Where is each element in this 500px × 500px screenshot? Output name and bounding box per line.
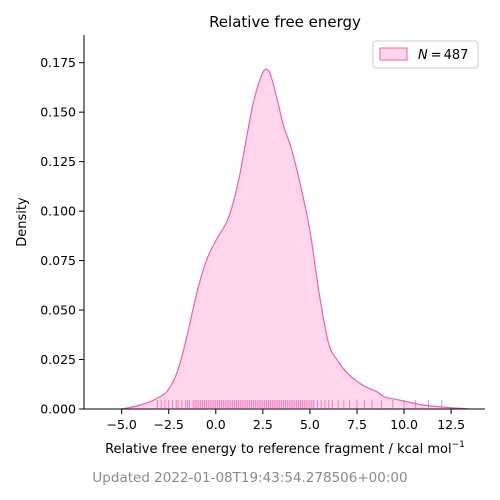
x-axis-label-superscript: −1 [452,440,465,450]
x-tick-label: 0.0 [206,417,226,432]
y-tick-label: 0.025 [40,352,76,367]
x-tick-label: 10.0 [390,417,418,432]
y-tick-label: 0.000 [40,402,76,417]
x-tick-label: −5.0 [106,417,136,432]
x-tick-label: −2.5 [154,417,184,432]
y-ticks: 0.000 0.025 0.050 0.075 0.100 0.125 0.150 0.175 [40,55,84,417]
y-tick-label: 0.075 [40,253,76,268]
updated-timestamp: Updated 2022-01-08T19:43:54.278506+00:00 [92,470,408,486]
legend: N = 487 [372,40,479,69]
x-ticks: −5.0 −2.5 0.0 2.5 5.0 7.5 10.0 12.5 [106,409,465,432]
legend-swatch [379,47,408,61]
chart-title: Relative free energy [209,13,361,31]
y-tick-label: 0.100 [40,204,76,219]
rug-marks [156,400,443,408]
y-axis-label: Density [15,197,30,247]
y-tick-label: 0.050 [40,303,76,318]
x-tick-label: 12.5 [437,417,465,432]
y-tick-label: 0.150 [40,105,76,120]
plot-area [121,68,470,410]
legend-count: 487 [444,48,469,63]
x-tick-label: 5.0 [300,417,320,432]
y-tick-label: 0.125 [40,154,76,169]
legend-label: N = 487 [418,48,468,63]
x-axis-label-text: Relative free energy to reference fragme… [105,442,452,457]
x-tick-label: 7.5 [347,417,367,432]
x-axis-label: Relative free energy to reference fragme… [105,440,465,457]
y-tick-label: 0.175 [40,55,76,70]
density-curve [121,68,470,410]
legend-prefix: N [418,48,428,63]
density-area [121,69,470,409]
x-tick-label: 2.5 [253,417,273,432]
